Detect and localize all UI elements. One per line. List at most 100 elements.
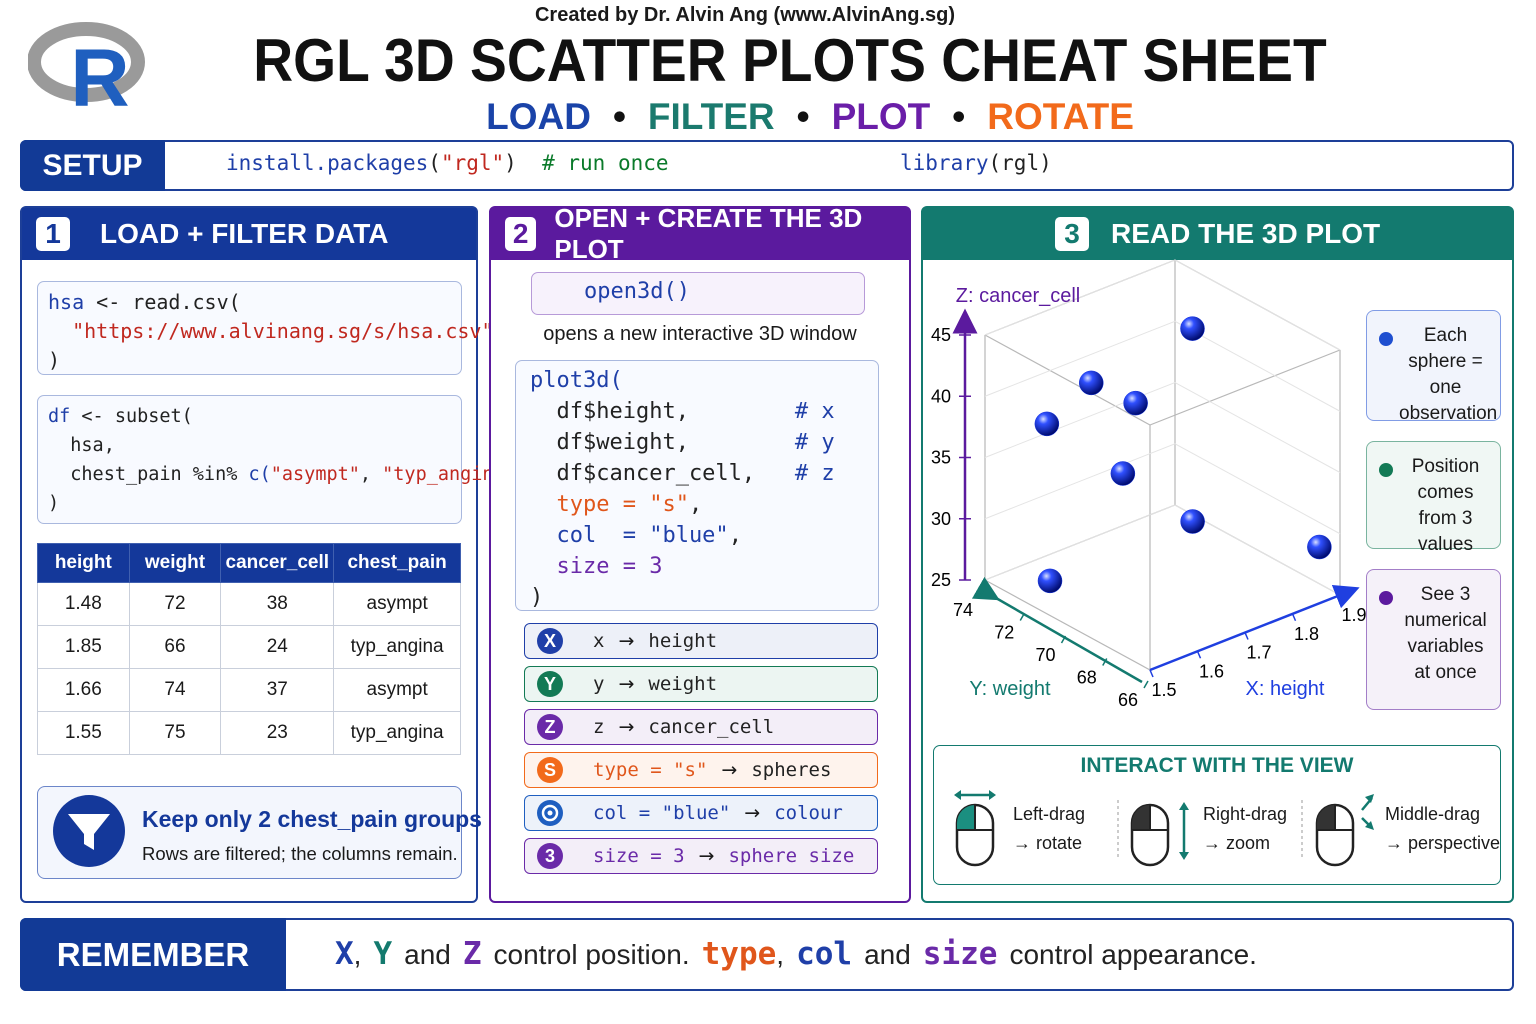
code-token: <- subset(: [70, 406, 193, 427]
code-token: ,: [359, 464, 383, 485]
code-token: ): [530, 585, 544, 610]
x-axis: [1149, 584, 1360, 672]
code-line: install.packages("rgl") # run once: [226, 151, 669, 175]
table-head: height weight cancer_cell chest_pain: [37, 543, 461, 583]
code-line: df$cancer_cell, # z: [530, 458, 864, 489]
sphere: [1307, 534, 1332, 560]
sphere: [1079, 370, 1104, 396]
interact-item: Middle-drag → perspective: [1385, 800, 1500, 858]
step: ROTATE: [987, 96, 1134, 137]
panel-title: READ THE 3D PLOT: [1111, 218, 1381, 249]
code-line: open3d(): [584, 277, 864, 306]
cube-edge: [984, 579, 1151, 671]
interact-box: [933, 745, 1501, 885]
plot-code: plot3d( df$height, # x df$weight, # y df…: [515, 360, 879, 611]
x-tick-label: 1.6: [1199, 661, 1224, 681]
note-text: Each sphere = one observation: [1399, 325, 1498, 424]
table-cell: 72: [128, 582, 222, 626]
code-token: # z: [794, 461, 835, 486]
panel-header: 2 OPEN + CREATE THE 3D PLOT: [491, 203, 909, 264]
code-token: "https://www.alvinang.sg/s/hsa.csv": [48, 319, 494, 343]
remember-token: size: [922, 936, 998, 972]
data-table: height weight cancer_cell chest_pain 1.48 72 3…: [37, 543, 461, 755]
code-token: <- read.csv(: [84, 290, 241, 314]
code-token: df$weight,: [530, 430, 795, 455]
code-token: df$height,: [530, 399, 795, 424]
panel-number: 1: [36, 217, 70, 251]
sphere: [1180, 316, 1205, 341]
scatter-3d: 25 30 35 40 45 66 68 70 72 74 1.5 1.6 1.7 1.8 1.9 Z: ca…: [931, 259, 1367, 710]
table-row: 1.55 75 23 typ_angina: [37, 711, 461, 755]
mapping-result: height: [648, 630, 718, 652]
table-cell: 1.55: [37, 711, 130, 755]
remember-token: type: [701, 936, 777, 972]
column-header: height: [37, 543, 130, 583]
interact-result: → perspective: [1385, 833, 1501, 853]
filter-icon: [53, 795, 125, 867]
code-line: ): [48, 489, 451, 518]
note: See 3 numerical variables at once: [1366, 569, 1501, 710]
code-token: (rgl): [988, 151, 1052, 175]
table-cell: 23: [220, 711, 335, 755]
x-tick-label: 1.5: [1151, 680, 1176, 700]
code-token: library: [900, 151, 989, 175]
mapping-result: colour: [774, 802, 843, 824]
z-tick-label: 30: [931, 509, 951, 529]
code-line: chest_pain %in% c("asympt", "typ_angina"…: [48, 460, 527, 489]
mapping-code: z: [593, 716, 605, 738]
interact-action: Middle-drag: [1385, 804, 1481, 824]
code-line: type = "s",: [530, 489, 864, 520]
remember-label: REMEMBER: [20, 918, 286, 991]
table-cell: asympt: [333, 668, 461, 712]
step-separator: •: [952, 96, 966, 137]
table-cell: 1.48: [37, 582, 130, 626]
mapping-arrow: →: [744, 802, 761, 824]
interact-result: → rotate: [1013, 833, 1083, 853]
table-cell: 75: [128, 711, 222, 755]
interact-title: INTERACT WITH THE VIEW: [1080, 754, 1354, 777]
mouse-left: [954, 790, 996, 867]
x-tick: [1291, 613, 1297, 622]
code-token: "rgl": [440, 151, 505, 175]
read-panel: 3 READ THE 3D PLOT: [921, 206, 1514, 903]
x-tick-label: 1.7: [1246, 643, 1271, 663]
code-token: ): [48, 493, 60, 514]
panel-title: OPEN + CREATE THE 3D PLOT: [554, 203, 863, 264]
code-line: "https://www.alvinang.sg/s/hsa.csv": [48, 317, 493, 346]
table-cell: 1.66: [37, 668, 130, 712]
y-axis-title: Y: weight: [969, 678, 1051, 700]
code-line: df$weight, # y: [530, 427, 864, 458]
code-token: # run once: [516, 151, 669, 175]
code-block: df <- subset( hsa, chest_pain %in% c("as…: [37, 395, 527, 524]
column-header: cancer_cell: [220, 543, 335, 583]
table-cell: typ_angina: [333, 711, 461, 755]
code-token: ,: [728, 523, 742, 548]
remember-token: and: [864, 939, 911, 970]
mapping-badge: X: [537, 628, 563, 654]
y-tick-label: 72: [994, 623, 1014, 643]
cube-edge: [1149, 349, 1341, 426]
code-token: ): [48, 348, 61, 372]
x-tick: [1196, 650, 1202, 659]
step: LOAD: [486, 96, 591, 137]
code-line: df <- subset(: [48, 402, 451, 431]
mouse-right: [1130, 802, 1189, 867]
x-axis-title: X: height: [1246, 678, 1325, 700]
panel-title: LOAD + FILTER DATA: [100, 218, 389, 249]
table-cell: 66: [128, 625, 222, 669]
mapping-arrow: →: [618, 673, 635, 695]
sphere: [1180, 509, 1205, 534]
mapping-badge: Z: [537, 714, 563, 740]
x-tick: [1244, 632, 1249, 640]
steps: LOAD • FILTER • PLOT • ROTATE: [380, 96, 1240, 138]
y-tick: [1143, 680, 1149, 689]
z-tick-label: 40: [931, 386, 951, 406]
mapping-arrow: →: [721, 759, 738, 781]
step: FILTER: [647, 96, 775, 137]
y-tick-label: 74: [953, 600, 973, 620]
